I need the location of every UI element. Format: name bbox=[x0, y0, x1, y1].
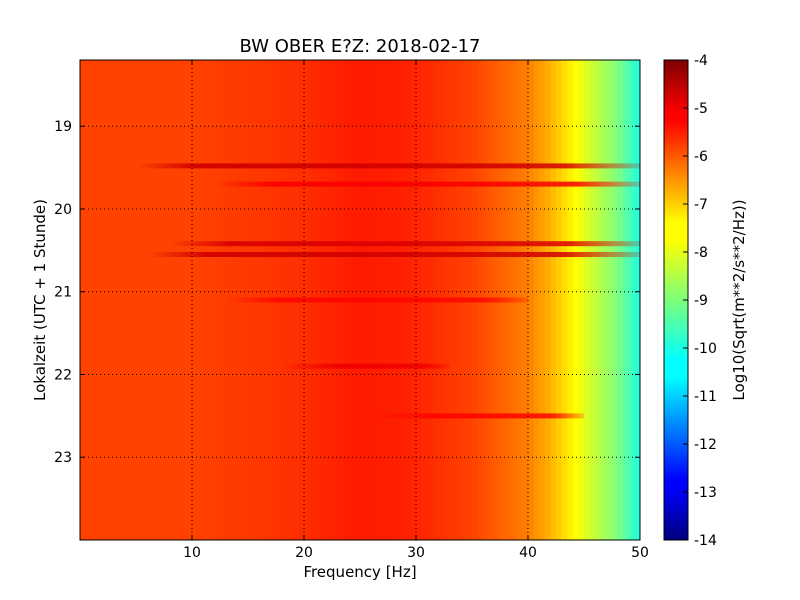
colorbar-tick-label: -7 bbox=[694, 197, 708, 213]
y-tick-label: 21 bbox=[54, 285, 72, 301]
spectrum-column bbox=[595, 60, 602, 540]
spectrum-column bbox=[164, 60, 171, 540]
spectrum-column bbox=[550, 60, 557, 540]
spectrum-column bbox=[606, 60, 613, 540]
spectrum-column bbox=[130, 60, 137, 540]
spectrum-column bbox=[113, 60, 120, 540]
colorbar-tick-label: -9 bbox=[694, 293, 708, 309]
spectrum-column bbox=[544, 60, 551, 540]
spectrum-column bbox=[584, 60, 591, 540]
spectrum-column bbox=[612, 60, 619, 540]
x-axis-ticks: 10 20 30 40 50 bbox=[183, 60, 649, 561]
x-axis-label: Frequency [Hz] bbox=[303, 563, 416, 581]
spectrum-column bbox=[628, 60, 635, 540]
colorbar-label: Log10(Sqrt(m**2/s**2/Hz)) bbox=[730, 199, 748, 400]
spectrum-column bbox=[91, 60, 98, 540]
spectrum-column bbox=[169, 60, 176, 540]
spectrum-band bbox=[214, 181, 640, 187]
spectrum-column bbox=[567, 60, 574, 540]
y-tick-label: 20 bbox=[54, 202, 72, 218]
colorbar-tick-label: -10 bbox=[694, 341, 717, 357]
y-axis-label: Lokalzeit (UTC + 1 Stunde) bbox=[31, 199, 49, 401]
spectrum-column bbox=[102, 60, 109, 540]
spectrum-column bbox=[96, 60, 103, 540]
spectrum-column bbox=[141, 60, 148, 540]
spectrum-column bbox=[220, 60, 227, 540]
spectrum-column bbox=[80, 60, 87, 540]
x-tick-label: 20 bbox=[295, 545, 313, 561]
spectrum-column bbox=[589, 60, 596, 540]
y-tick-label: 22 bbox=[54, 367, 72, 383]
spectrum-column bbox=[186, 60, 193, 540]
spectrum-column bbox=[578, 60, 585, 540]
spectrum-column bbox=[623, 60, 630, 540]
spectrum-bands bbox=[136, 163, 640, 419]
spectrogram-plot bbox=[80, 60, 640, 540]
spectrum-column bbox=[175, 60, 182, 540]
x-tick-label: 50 bbox=[631, 545, 649, 561]
spectrum-column bbox=[203, 60, 210, 540]
colorbar-tick-label: -4 bbox=[694, 53, 708, 69]
colorbar-tick-label: -5 bbox=[694, 101, 708, 117]
colorbar-tick-label: -14 bbox=[694, 533, 717, 549]
spectrum-column bbox=[214, 60, 221, 540]
spectrum-column bbox=[192, 60, 199, 540]
plot-frame bbox=[79, 59, 641, 541]
spectrum-column bbox=[528, 60, 535, 540]
spectrum-column bbox=[136, 60, 143, 540]
spectrum-column bbox=[152, 60, 159, 540]
colorbar-tick-label: -11 bbox=[694, 389, 717, 405]
colorbar-tick-label: -13 bbox=[694, 485, 717, 501]
spectrum-band bbox=[371, 413, 584, 419]
spectrum-column bbox=[85, 60, 92, 540]
spectrum-column bbox=[572, 60, 579, 540]
spectrum-column bbox=[533, 60, 540, 540]
spectrum-column bbox=[634, 60, 640, 540]
spectrum-column bbox=[124, 60, 131, 540]
x-tick-label: 30 bbox=[407, 545, 425, 561]
spectrum-band bbox=[147, 252, 640, 257]
spectrum-column bbox=[119, 60, 126, 540]
spectrum-column bbox=[617, 60, 624, 540]
colorbar-ticks: -4 -5 -6 -7 -8 -9 -10 -11 -12 -13 -14 bbox=[683, 53, 717, 549]
y-tick-label: 19 bbox=[54, 119, 72, 135]
spectrum-band bbox=[281, 363, 450, 369]
x-tick-label: 40 bbox=[519, 545, 537, 561]
spectrum-column bbox=[158, 60, 165, 540]
spectrum-column bbox=[539, 60, 546, 540]
colorbar-tick-label: -12 bbox=[694, 437, 717, 453]
spectrum-column bbox=[600, 60, 607, 540]
colorbar: -4 -5 -6 -7 -8 -9 -10 -11 -12 -13 -14 Log10(Sqrt(m… bbox=[663, 53, 748, 549]
y-tick-label: 23 bbox=[54, 450, 72, 466]
spectrum-band bbox=[225, 297, 528, 303]
spectrum-band bbox=[169, 241, 640, 247]
spectrum-column bbox=[180, 60, 187, 540]
x-tick-label: 10 bbox=[183, 545, 201, 561]
spectrum-column bbox=[556, 60, 563, 540]
spectrum-column bbox=[197, 60, 204, 540]
y-axis-ticks: 19 20 21 22 23 bbox=[54, 119, 640, 466]
spectrum-column bbox=[561, 60, 568, 540]
colorbar-tick-label: -8 bbox=[694, 245, 708, 261]
spectrum-column bbox=[108, 60, 115, 540]
grid-lines bbox=[80, 60, 640, 540]
chart-title: BW OBER E?Z: 2018-02-17 bbox=[240, 36, 481, 57]
spectrum-column bbox=[208, 60, 215, 540]
spectrum-band bbox=[136, 163, 640, 169]
spectrum-column bbox=[147, 60, 154, 540]
colorbar-tick-label: -6 bbox=[694, 149, 708, 165]
